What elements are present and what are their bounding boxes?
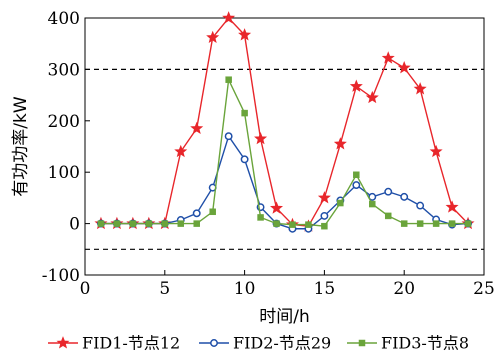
- data-point: [369, 200, 376, 208]
- data-point: [353, 171, 360, 179]
- reference-lines: [85, 68, 484, 250]
- data-point: [400, 220, 408, 227]
- data-point: [289, 221, 296, 228]
- y-tick-label: 400: [48, 9, 80, 29]
- y-tick-label: 300: [48, 60, 80, 80]
- data-point: [321, 222, 328, 230]
- data-point: [273, 220, 280, 227]
- data-point: [305, 221, 312, 228]
- data-point: [224, 132, 233, 141]
- data-point: [97, 220, 105, 227]
- y-tick-label: 200: [48, 112, 80, 132]
- data-point: [320, 211, 329, 220]
- data-point: [193, 220, 200, 227]
- plot-area: [84, 17, 485, 276]
- data-point: [365, 90, 379, 104]
- legend-label: FID2-节点29: [233, 334, 331, 353]
- data-point: [145, 220, 153, 227]
- data-point: [400, 192, 409, 201]
- x-tick-label: 5: [159, 279, 170, 299]
- data-point: [384, 187, 393, 196]
- data-point: [270, 201, 284, 214]
- data-point: [238, 28, 252, 41]
- data-point: [225, 76, 232, 83]
- data-point: [240, 155, 249, 164]
- x-tick-label: 20: [393, 279, 415, 299]
- data-point: [161, 220, 169, 227]
- data-point: [192, 209, 201, 218]
- series-3: [97, 76, 472, 230]
- data-point: [416, 220, 424, 227]
- data-point: [222, 11, 236, 24]
- legend: FID1-节点12 FID2-节点29 FID3-节点8: [48, 334, 469, 353]
- data-point: [254, 131, 268, 145]
- legend-marker: [56, 336, 70, 349]
- data-point: [241, 109, 248, 117]
- legend-label: FID3-节点8: [381, 334, 469, 353]
- data-point: [209, 208, 216, 216]
- y-tick-label: 0: [69, 215, 80, 235]
- data-point: [381, 51, 395, 64]
- data-point: [384, 212, 392, 220]
- data-point: [113, 220, 121, 227]
- data-point: [464, 220, 472, 227]
- data-point: [448, 220, 456, 227]
- series-layer: [94, 11, 475, 233]
- data-point: [333, 137, 347, 150]
- data-point: [337, 199, 344, 207]
- x-axis-title: 时间/h: [259, 307, 310, 327]
- legend-item: FID1-节点12: [48, 334, 180, 353]
- legend-item: FID3-节点8: [347, 334, 469, 353]
- data-point: [190, 121, 204, 135]
- legend-item: FID2-节点29: [199, 334, 331, 353]
- y-tick-label: 100: [48, 163, 80, 183]
- data-point: [174, 144, 188, 158]
- data-point: [257, 214, 264, 221]
- y-tick-label: -100: [42, 266, 80, 286]
- data-point: [429, 144, 443, 158]
- legend-marker: [210, 339, 218, 347]
- x-tick-label: 10: [234, 279, 256, 299]
- data-point: [413, 82, 427, 95]
- data-point: [317, 191, 331, 204]
- data-point: [349, 79, 363, 92]
- x-tick-label: 15: [314, 279, 336, 299]
- data-point: [129, 220, 137, 227]
- data-point: [177, 220, 185, 227]
- data-point: [432, 220, 440, 227]
- data-point: [397, 61, 411, 74]
- data-point: [352, 181, 361, 190]
- legend-marker: [358, 339, 366, 347]
- x-tick-label: 0: [80, 279, 91, 299]
- data-point: [206, 30, 220, 44]
- data-point: [416, 201, 425, 210]
- x-tick-label: 25: [473, 279, 495, 299]
- data-point: [445, 200, 459, 213]
- y-axis-title: 有功功率/kW: [11, 96, 31, 197]
- legend-label: FID1-节点12: [82, 334, 180, 353]
